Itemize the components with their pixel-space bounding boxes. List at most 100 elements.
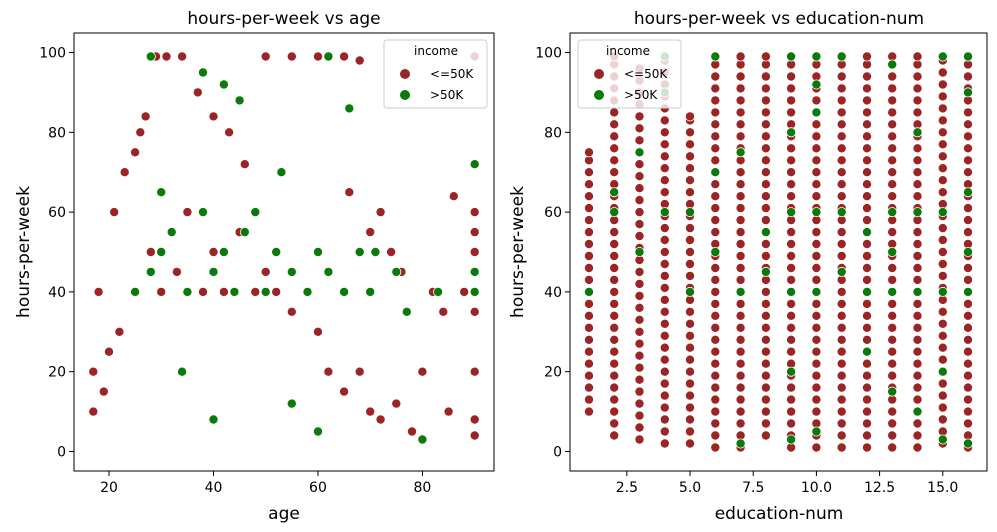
point-le50k — [659, 414, 670, 425]
point-le50k — [469, 207, 480, 218]
point-le50k — [710, 274, 721, 285]
point-le50k — [937, 151, 948, 162]
point-le50k — [584, 274, 595, 285]
point-le50k — [584, 147, 595, 158]
point-gt50k — [229, 286, 240, 297]
point-gt50k — [286, 398, 297, 409]
point-le50k — [836, 406, 847, 417]
point-gt50k — [912, 127, 923, 138]
point-le50k — [710, 430, 721, 441]
point-le50k — [912, 394, 923, 405]
point-le50k — [887, 83, 898, 94]
point-le50k — [659, 234, 670, 245]
point-le50k — [836, 131, 847, 142]
point-le50k — [659, 342, 670, 353]
point-le50k — [963, 71, 974, 82]
point-gt50k — [469, 266, 480, 277]
point-le50k — [260, 266, 271, 277]
point-le50k — [887, 406, 898, 417]
point-le50k — [912, 238, 923, 249]
point-le50k — [862, 238, 873, 249]
point-gt50k — [156, 187, 167, 198]
point-le50k — [937, 246, 948, 257]
y-axis-label: hours-per-week — [14, 186, 34, 318]
point-le50k — [887, 346, 898, 357]
point-le50k — [584, 238, 595, 249]
point-le50k — [735, 250, 746, 261]
point-le50k — [710, 143, 721, 154]
point-gt50k — [365, 286, 376, 297]
point-le50k — [417, 366, 428, 377]
point-le50k — [887, 191, 898, 202]
point-le50k — [887, 310, 898, 321]
point-le50k — [912, 310, 923, 321]
point-le50k — [862, 262, 873, 273]
point-le50k — [659, 402, 670, 413]
point-le50k — [760, 131, 771, 142]
point-le50k — [811, 238, 822, 249]
x-tick-label: 40 — [205, 480, 223, 496]
point-le50k — [312, 51, 323, 62]
point-gt50k — [836, 51, 847, 62]
point-le50k — [937, 318, 948, 329]
point-gt50k — [634, 246, 645, 257]
point-le50k — [406, 426, 417, 437]
point-le50k — [963, 107, 974, 118]
point-le50k — [735, 394, 746, 405]
point-le50k — [177, 51, 188, 62]
point-le50k — [735, 131, 746, 142]
point-gt50k — [887, 246, 898, 257]
point-gt50k — [218, 246, 229, 257]
point-gt50k — [887, 207, 898, 218]
point-le50k — [685, 366, 696, 377]
point-le50k — [912, 95, 923, 106]
point-le50k — [271, 286, 282, 297]
point-gt50k — [887, 386, 898, 397]
point-le50k — [609, 418, 620, 429]
point-le50k — [760, 155, 771, 166]
y-tick-label: 20 — [48, 365, 66, 381]
point-le50k — [760, 143, 771, 154]
point-le50k — [685, 330, 696, 341]
point-le50k — [344, 187, 355, 198]
point-le50k — [786, 143, 797, 154]
point-le50k — [659, 378, 670, 389]
point-le50k — [937, 390, 948, 401]
point-le50k — [836, 167, 847, 178]
point-le50k — [937, 103, 948, 114]
x-tick-label: 12.5 — [864, 480, 895, 496]
point-gt50k — [208, 414, 219, 425]
point-le50k — [634, 111, 645, 122]
point-le50k — [634, 410, 645, 421]
point-le50k — [811, 382, 822, 393]
point-le50k — [963, 227, 974, 238]
point-gt50k — [250, 207, 261, 218]
point-le50k — [659, 115, 670, 126]
point-gt50k — [469, 159, 480, 170]
point-le50k — [659, 354, 670, 365]
point-gt50k — [401, 306, 412, 317]
point-le50k — [735, 203, 746, 214]
point-gt50k — [339, 286, 350, 297]
point-le50k — [937, 306, 948, 317]
point-gt50k — [354, 246, 365, 257]
point-le50k — [659, 438, 670, 449]
point-gt50k — [218, 79, 229, 90]
point-le50k — [937, 163, 948, 174]
point-gt50k — [887, 59, 898, 70]
point-le50k — [469, 366, 480, 377]
point-le50k — [811, 274, 822, 285]
point-le50k — [887, 179, 898, 190]
point-le50k — [786, 238, 797, 249]
point-le50k — [710, 107, 721, 118]
point-le50k — [836, 107, 847, 118]
point-gt50k — [735, 286, 746, 297]
legend-box — [577, 39, 682, 109]
point-le50k — [634, 350, 645, 361]
point-le50k — [912, 370, 923, 381]
point-le50k — [88, 366, 99, 377]
point-le50k — [685, 127, 696, 138]
point-le50k — [584, 250, 595, 261]
point-le50k — [634, 290, 645, 301]
point-le50k — [963, 346, 974, 357]
